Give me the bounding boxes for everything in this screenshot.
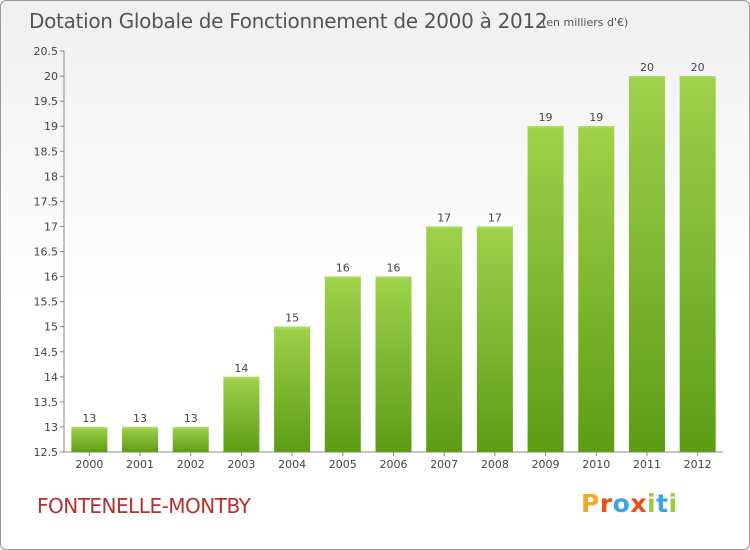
x-tick-label: 2001 (126, 458, 154, 471)
y-tick-label: 15 (44, 321, 58, 334)
commune-name: FONTENELLE-MONTBY (37, 494, 251, 518)
bar-highlight (71, 426, 108, 429)
y-tick-label: 14 (44, 371, 58, 384)
chart-unit: (en milliers d'€) (542, 16, 629, 29)
bar (426, 226, 463, 452)
data-label: 19 (539, 111, 553, 124)
data-label: 20 (640, 61, 654, 74)
x-tick-label: 2003 (227, 458, 255, 471)
y-tick-label: 19.5 (34, 95, 59, 108)
data-label: 13 (82, 412, 96, 425)
bar-highlight (426, 226, 463, 229)
data-label: 13 (133, 412, 147, 425)
y-tick-label: 12.5 (34, 446, 59, 459)
bar (375, 276, 412, 452)
bar-highlight (122, 426, 159, 429)
y-tick-label: 16.5 (34, 246, 59, 259)
bar-highlight (223, 376, 260, 379)
logo-letter: t (656, 489, 669, 518)
y-tick-label: 18.5 (34, 145, 59, 158)
bar (679, 76, 716, 452)
y-tick-label: 17 (44, 220, 58, 233)
bar-highlight (476, 226, 513, 229)
data-label: 15 (285, 312, 299, 325)
bar (223, 376, 260, 452)
bar (578, 126, 615, 452)
proxiti-logo: Proxiti (581, 489, 678, 518)
data-label: 14 (234, 362, 248, 375)
y-tick-label: 13 (44, 421, 58, 434)
chart-title: Dotation Globale de Fonctionnement de 20… (29, 9, 548, 33)
bar-highlight (324, 276, 361, 279)
x-tick-label: 2006 (380, 458, 408, 471)
y-tick-label: 20.5 (34, 45, 59, 58)
data-label: 19 (589, 111, 603, 124)
logo-letter: o (612, 489, 631, 518)
x-tick-label: 2008 (481, 458, 509, 471)
data-label: 17 (488, 211, 502, 224)
x-tick-label: 2009 (532, 458, 560, 471)
bar-highlight (375, 276, 412, 279)
bar-highlight (527, 126, 564, 129)
data-label: 16 (336, 262, 350, 275)
data-label: 13 (184, 412, 198, 425)
bar-highlight (628, 76, 665, 79)
bar (274, 326, 311, 452)
x-tick-label: 2011 (633, 458, 661, 471)
x-tick-label: 2010 (582, 458, 610, 471)
x-tick-label: 2012 (684, 458, 712, 471)
logo-letter: x (630, 489, 647, 518)
y-tick-label: 18 (44, 170, 58, 183)
y-tick-label: 13.5 (34, 396, 59, 409)
y-tick-label: 16 (44, 271, 58, 284)
bar (71, 426, 108, 452)
data-label: 16 (387, 262, 401, 275)
x-tick-label: 2000 (75, 458, 103, 471)
y-tick-label: 20 (44, 70, 58, 83)
bar-highlight (578, 126, 615, 129)
logo-letter: i (647, 489, 657, 518)
y-tick-label: 19 (44, 120, 58, 133)
data-label: 17 (437, 211, 451, 224)
bar (476, 226, 513, 452)
logo-letter: r (599, 489, 613, 518)
bar (122, 426, 159, 452)
bar (628, 76, 665, 452)
bar (172, 426, 209, 452)
x-tick-label: 2002 (177, 458, 205, 471)
y-tick-label: 17.5 (34, 195, 59, 208)
x-tick-label: 2007 (430, 458, 458, 471)
bar-highlight (172, 426, 209, 429)
x-tick-label: 2005 (329, 458, 357, 471)
data-label: 20 (691, 61, 705, 74)
bar-highlight (274, 326, 311, 329)
logo-letter: P (581, 489, 600, 518)
y-tick-label: 14.5 (34, 346, 59, 359)
x-tick-label: 2004 (278, 458, 306, 471)
logo-letter: i (668, 489, 678, 518)
y-tick-label: 15.5 (34, 296, 59, 309)
bar (527, 126, 564, 452)
bar (324, 276, 361, 452)
bar-highlight (679, 76, 716, 79)
